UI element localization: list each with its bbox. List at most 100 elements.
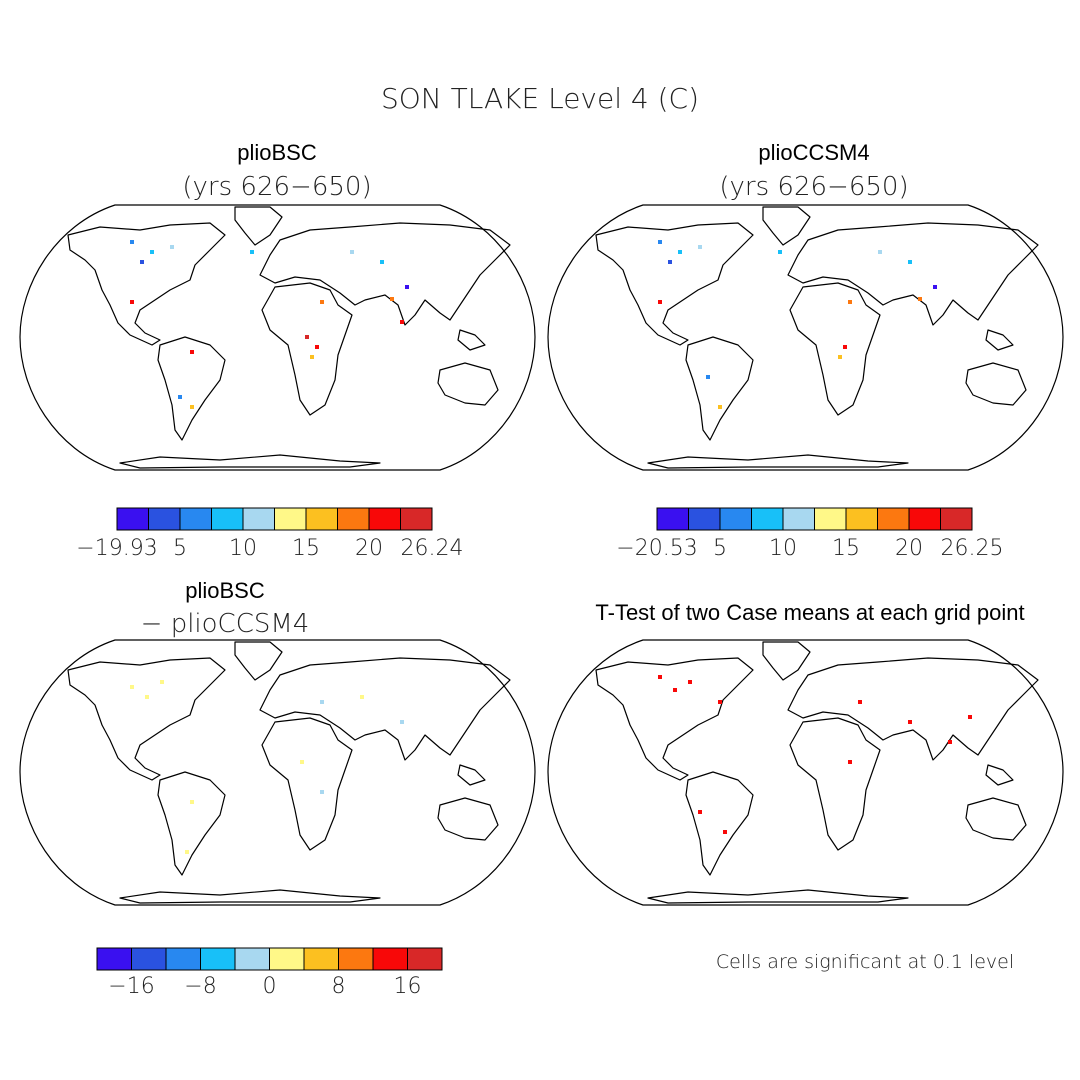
colorbar-swatch [751,507,784,531]
colorbar-swatch [116,507,149,531]
map-cell [150,250,154,254]
colorbar-swatch [400,507,433,531]
map-panel [19,639,536,906]
map-cell [320,300,324,304]
colorbar-label: 5 [173,536,187,561]
map-cell [698,810,702,814]
map-cell [908,260,912,264]
colorbar-swatch [211,507,244,531]
panel-title: plioCCSM4 [758,140,869,165]
map-cell [400,720,404,724]
figure-title: SON TLAKE Level 4 (C) [381,82,699,115]
panel-subtitle: (yrs 626−650) [182,172,371,202]
world-map [19,639,536,906]
colorbar-swatch [179,507,212,531]
colorbar-label: −19.93 [76,536,157,561]
map-cell [848,760,852,764]
panel-title: T-Test of two Case means at each grid po… [595,600,1024,625]
colorbar-swatch [269,947,305,971]
colorbar-swatch [234,947,270,971]
colorbar-swatch [908,507,941,531]
colorbar-swatch [242,507,275,531]
map-cell [673,688,677,692]
world-map [547,204,1064,471]
map-cell [843,345,847,349]
map-cell [405,285,409,289]
colorbar-label: 5 [713,536,727,561]
colorbar-label: 26.25 [941,536,1004,561]
map-cell [718,700,722,704]
map-cell [310,355,314,359]
colorbar-label: 20 [895,536,923,561]
panel-title: plioBSC [237,140,317,165]
map-cell [190,800,194,804]
colorbar-swatch [131,947,167,971]
map-cell [933,285,937,289]
map-cell [718,405,722,409]
map-cell [918,297,922,301]
map-cell [658,300,662,304]
colorbar-label: 0 [263,974,277,999]
map-cell [140,260,144,264]
map-cell [320,700,324,704]
colorbar-label: −16 [108,974,154,999]
colorbar-swatch [200,947,236,971]
world-map [19,204,536,471]
map-cell [178,395,182,399]
world-map [547,639,1064,906]
map-cell [723,830,727,834]
map-cell [190,405,194,409]
map-cell [858,700,862,704]
colorbar-label: 15 [292,536,320,561]
map-cell [948,740,952,744]
map-cell [360,695,364,699]
map-cell [130,300,134,304]
map-cell [170,245,174,249]
colorbar-swatch [372,947,408,971]
panel-title: plioBSC [185,578,265,603]
colorbar-swatch [719,507,752,531]
map-cell [300,760,304,764]
colorbar-label: 16 [394,974,422,999]
colorbar-label: 10 [769,536,797,561]
map-panel [19,204,536,471]
map-cell [658,675,662,679]
map-cell [250,250,254,254]
colorbar-swatch [337,507,370,531]
map-cell [350,250,354,254]
colorbar-label: −8 [184,974,216,999]
map-cell [838,355,842,359]
colorbar-swatch [940,507,973,531]
map-cell [315,345,319,349]
colorbar-swatch [688,507,721,531]
colorbar-label: 10 [229,536,257,561]
colorbar-label: −20.53 [616,536,697,561]
colorbar-swatch [338,947,374,971]
colorbar-swatch [165,947,201,971]
map-cell [185,850,189,854]
map-cell [668,260,672,264]
map-cell [130,685,134,689]
map-cell [878,250,882,254]
map-cell [688,680,692,684]
map-cell [778,250,782,254]
colorbar-label: 20 [355,536,383,561]
colorbar-swatch [96,947,132,971]
colorbar-swatch [303,947,339,971]
map-cell [320,790,324,794]
map-cell [190,350,194,354]
note: Cells are significant at 0.1 level [716,951,1014,973]
map-cell [968,715,972,719]
colorbar-swatch [305,507,338,531]
map-cell [658,240,662,244]
map-panel [547,204,1064,471]
colorbar-label: 26.24 [401,536,464,561]
map-cell [145,695,149,699]
colorbar-swatch [845,507,878,531]
colorbar-swatch [814,507,847,531]
colorbar-swatch [368,507,401,531]
map-cell [706,375,710,379]
map-cell [848,300,852,304]
map-cell [380,260,384,264]
